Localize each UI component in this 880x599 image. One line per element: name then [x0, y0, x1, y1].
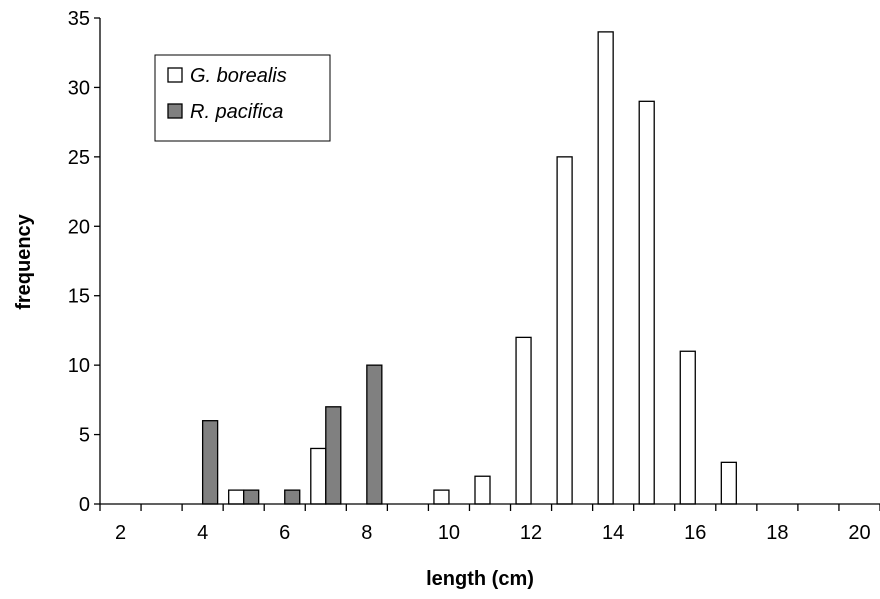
g-borealis-bar-12	[515, 336, 532, 505]
y-tick-label-30: 30	[68, 77, 90, 99]
y-tick-label-0: 0	[79, 494, 90, 516]
g-borealis-bar-15	[638, 100, 655, 505]
legend-swatch-g-borealis	[167, 67, 183, 83]
legend: G. borealis R. pacifica	[154, 54, 331, 142]
x-tick-label-12: 12	[520, 522, 542, 544]
r-pacifica-bar-6	[284, 489, 301, 505]
y-axis-title: frequency	[13, 213, 35, 309]
g-borealis-bar-5	[228, 489, 245, 505]
y-tick-label-25: 25	[68, 147, 90, 169]
r-pacifica-bar-5	[243, 489, 260, 505]
legend-swatch-r-pacifica	[167, 103, 183, 119]
g-borealis-bar-16	[679, 350, 696, 505]
bars-group	[201, 31, 737, 505]
x-tick-label-14: 14	[602, 522, 624, 544]
x-tick-label-16: 16	[684, 522, 706, 544]
x-tick-label-8: 8	[361, 522, 372, 544]
y-tick-label-15: 15	[68, 286, 90, 308]
r-pacifica-bar-8	[366, 364, 383, 505]
y-tick-label-20: 20	[68, 216, 90, 238]
x-tick-label-10: 10	[438, 522, 460, 544]
g-borealis-bar-7	[310, 447, 327, 505]
g-borealis-bar-14	[597, 31, 614, 505]
x-tick-label-20: 20	[848, 522, 870, 544]
g-borealis-bar-13	[556, 156, 573, 505]
g-borealis-bar-10	[433, 489, 450, 505]
x-tick-label-6: 6	[279, 522, 290, 544]
y-tick-label-10: 10	[68, 355, 90, 377]
x-tick-label-18: 18	[766, 522, 788, 544]
x-tick-label-4: 4	[197, 522, 208, 544]
legend-box	[154, 54, 331, 142]
y-tick-label-5: 5	[79, 425, 90, 447]
legend-label-r-pacifica: R. pacifica	[190, 101, 283, 123]
x-tick-label-2: 2	[115, 522, 126, 544]
y-tick-label-35: 35	[68, 8, 90, 30]
ticks-group: 0 5 10 15 20 25 30 35 2 4 6 8 10 12 14 16 18 20	[68, 8, 880, 544]
r-pacifica-bar-7	[325, 406, 342, 505]
r-pacifica-bar-4	[201, 420, 219, 505]
x-axis-title: length (cm)	[426, 568, 534, 590]
axes-group	[99, 18, 880, 505]
g-borealis-bar-17	[720, 461, 737, 505]
legend-label-g-borealis: G. borealis	[190, 65, 287, 87]
g-borealis-bar-11	[474, 475, 491, 505]
